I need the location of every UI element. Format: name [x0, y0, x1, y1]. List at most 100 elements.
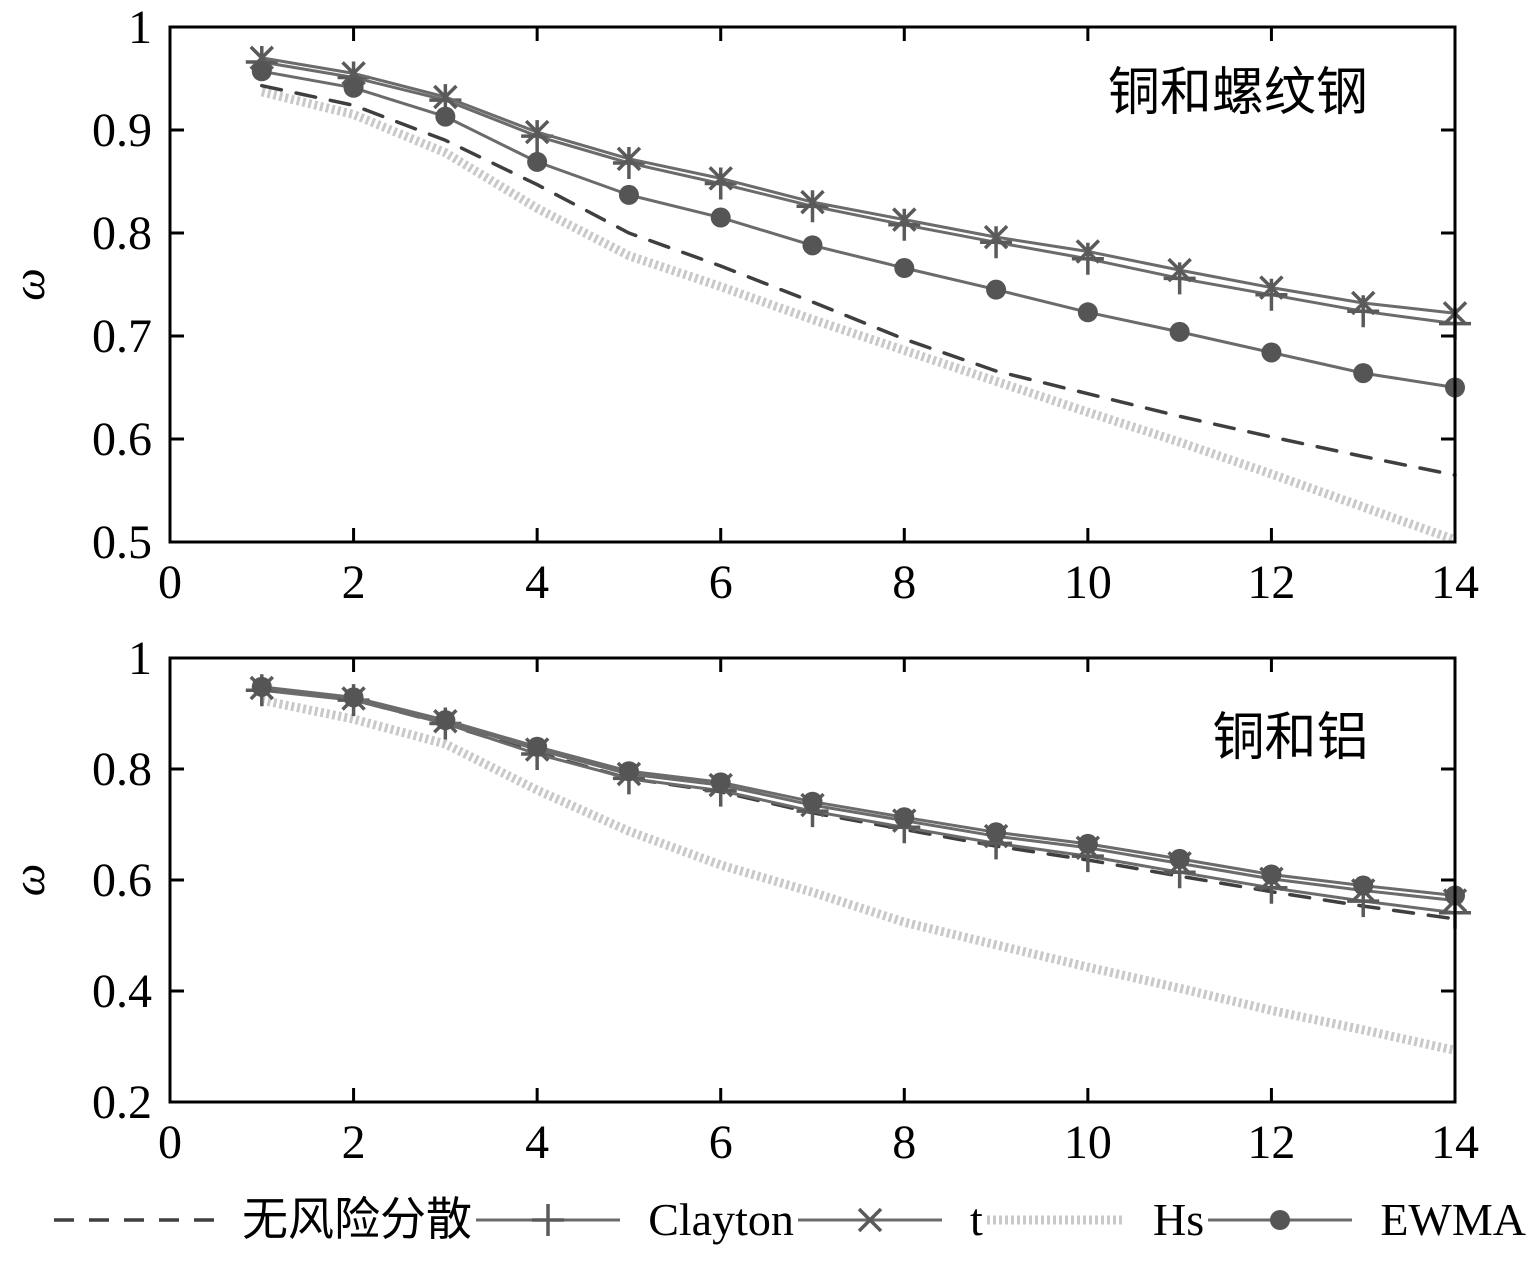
plus-marker — [612, 146, 645, 179]
x-marker — [1259, 275, 1284, 300]
circle-marker — [894, 258, 915, 279]
circle-marker — [435, 106, 456, 127]
circle-marker — [618, 761, 639, 782]
x-marker — [616, 146, 642, 172]
circle-marker — [1353, 875, 1374, 896]
legend-label-clayton: Clayton — [648, 1194, 794, 1245]
circle-marker — [251, 676, 272, 697]
clayton-plus-line-swatch — [476, 1204, 621, 1236]
circle-marker — [894, 807, 915, 828]
legend-item-hs: Hs — [983, 1196, 1204, 1244]
y-tick-label: 1 — [128, 632, 152, 685]
series-hs — [260, 87, 1457, 545]
y-tick-label: 0.6 — [92, 413, 152, 466]
chart-copper-aluminum: 0 2 4 6 8 10 12 14 0.2 0.4 0.6 0.8 1 ω 铜和铝 — [3, 632, 1479, 1169]
circle-marker — [1077, 833, 1098, 854]
x-marker — [892, 207, 917, 232]
circle-marker — [618, 184, 639, 205]
circle-marker — [802, 235, 823, 256]
x-tick-label: 10 — [1064, 556, 1112, 609]
plus-marker — [704, 167, 737, 200]
x-marker — [983, 224, 1009, 250]
x-tick-label: 0 — [158, 556, 182, 609]
circle-marker — [986, 279, 1007, 300]
circle-marker — [435, 710, 456, 731]
x-marker — [1350, 290, 1376, 316]
series-ewma — [260, 69, 1457, 389]
x-marker — [341, 61, 366, 86]
x-tick-label: 8 — [892, 556, 916, 609]
y-axis-label: ω — [3, 268, 54, 300]
x-tick-label: 4 — [525, 556, 549, 609]
x-tick-label: 2 — [342, 556, 366, 609]
series-t — [260, 56, 1457, 315]
t-cross-line-swatch — [798, 1207, 943, 1233]
circle-marker — [1261, 342, 1282, 363]
legend-label-t: t — [970, 1194, 983, 1245]
x-tick-label: 14 — [1431, 556, 1479, 609]
x-marker — [1075, 239, 1101, 264]
y-tick-label: 0.8 — [92, 743, 152, 796]
y-tick-label: 0.5 — [92, 516, 152, 569]
circle-marker — [527, 151, 548, 172]
circle-marker — [343, 687, 364, 708]
x-marker — [800, 189, 825, 215]
x-tick-label: 12 — [1247, 1116, 1295, 1169]
circle-marker — [343, 77, 364, 98]
y-axis-label: ω — [3, 864, 54, 896]
series-clayton — [260, 60, 1457, 326]
circle-marker — [802, 791, 823, 812]
plus-marker — [888, 208, 921, 241]
riskfree-dashed-line-swatch — [54, 1218, 214, 1222]
chart-title: 铜和铝 — [1213, 710, 1369, 767]
series-clayton — [260, 688, 1457, 915]
plus-marker — [532, 1204, 565, 1236]
legend-item-t: t — [794, 1196, 983, 1244]
y-tick-label: 1 — [128, 1, 152, 54]
legend-label-riskfree: 无风险分散 — [242, 1194, 472, 1245]
circle-marker — [251, 61, 272, 82]
chart-title: 铜和螺纹钢 — [1108, 65, 1368, 122]
x-marker — [1167, 257, 1192, 283]
circle-marker — [527, 736, 548, 757]
y-tick-label: 0.9 — [92, 104, 152, 157]
y-tick-label: 0.6 — [92, 854, 152, 907]
legend-item-clayton: Clayton — [472, 1196, 794, 1244]
plus-marker — [980, 226, 1013, 259]
legend-label-ewma: EWMA — [1380, 1194, 1526, 1245]
axis-frame — [168, 25, 1457, 544]
x-marker — [708, 166, 733, 191]
y-tick-label: 0.2 — [92, 1076, 152, 1129]
chart-copper-rebar: 0 2 4 6 8 10 12 14 0.5 0.6 0.7 0.8 0.9 1 ω 铜和螺纹钢 — [3, 1, 1479, 609]
plus-marker — [1071, 242, 1104, 275]
circle-marker — [710, 207, 731, 228]
y-tick-label: 0.8 — [92, 207, 152, 260]
circle-marker — [986, 822, 1007, 843]
circle-marker — [1077, 302, 1098, 323]
x-tick-label: 4 — [525, 1116, 549, 1169]
x-marker — [524, 119, 550, 145]
legend-label-hs: Hs — [1153, 1194, 1205, 1245]
legend: 无风险分散 Clayton t Hs EWMA — [0, 1178, 1536, 1262]
x-tick-label: 6 — [709, 1116, 733, 1169]
x-tick-label: 10 — [1064, 1116, 1112, 1169]
circle-marker — [1270, 1210, 1291, 1230]
x-tick-label: 8 — [892, 1116, 916, 1169]
x-tick-label: 2 — [342, 1116, 366, 1169]
y-tick-label: 0.7 — [92, 310, 152, 363]
x-tick-label: 6 — [709, 556, 733, 609]
legend-item-ewma: EWMA — [1204, 1196, 1526, 1244]
plus-marker — [1255, 278, 1288, 311]
series-riskfree — [260, 83, 1457, 477]
series-ewma — [260, 685, 1457, 897]
circle-marker — [1261, 864, 1282, 885]
circle-marker — [710, 772, 731, 793]
circle-marker — [1169, 848, 1190, 869]
series-hs — [260, 695, 1456, 1055]
ewma-circle-line-swatch — [1208, 1210, 1353, 1230]
hs-thick-gray-line-swatch — [987, 1215, 1126, 1225]
x-marker — [857, 1207, 883, 1233]
x-tick-label: 0 — [158, 1116, 182, 1169]
circle-marker — [1353, 363, 1374, 384]
